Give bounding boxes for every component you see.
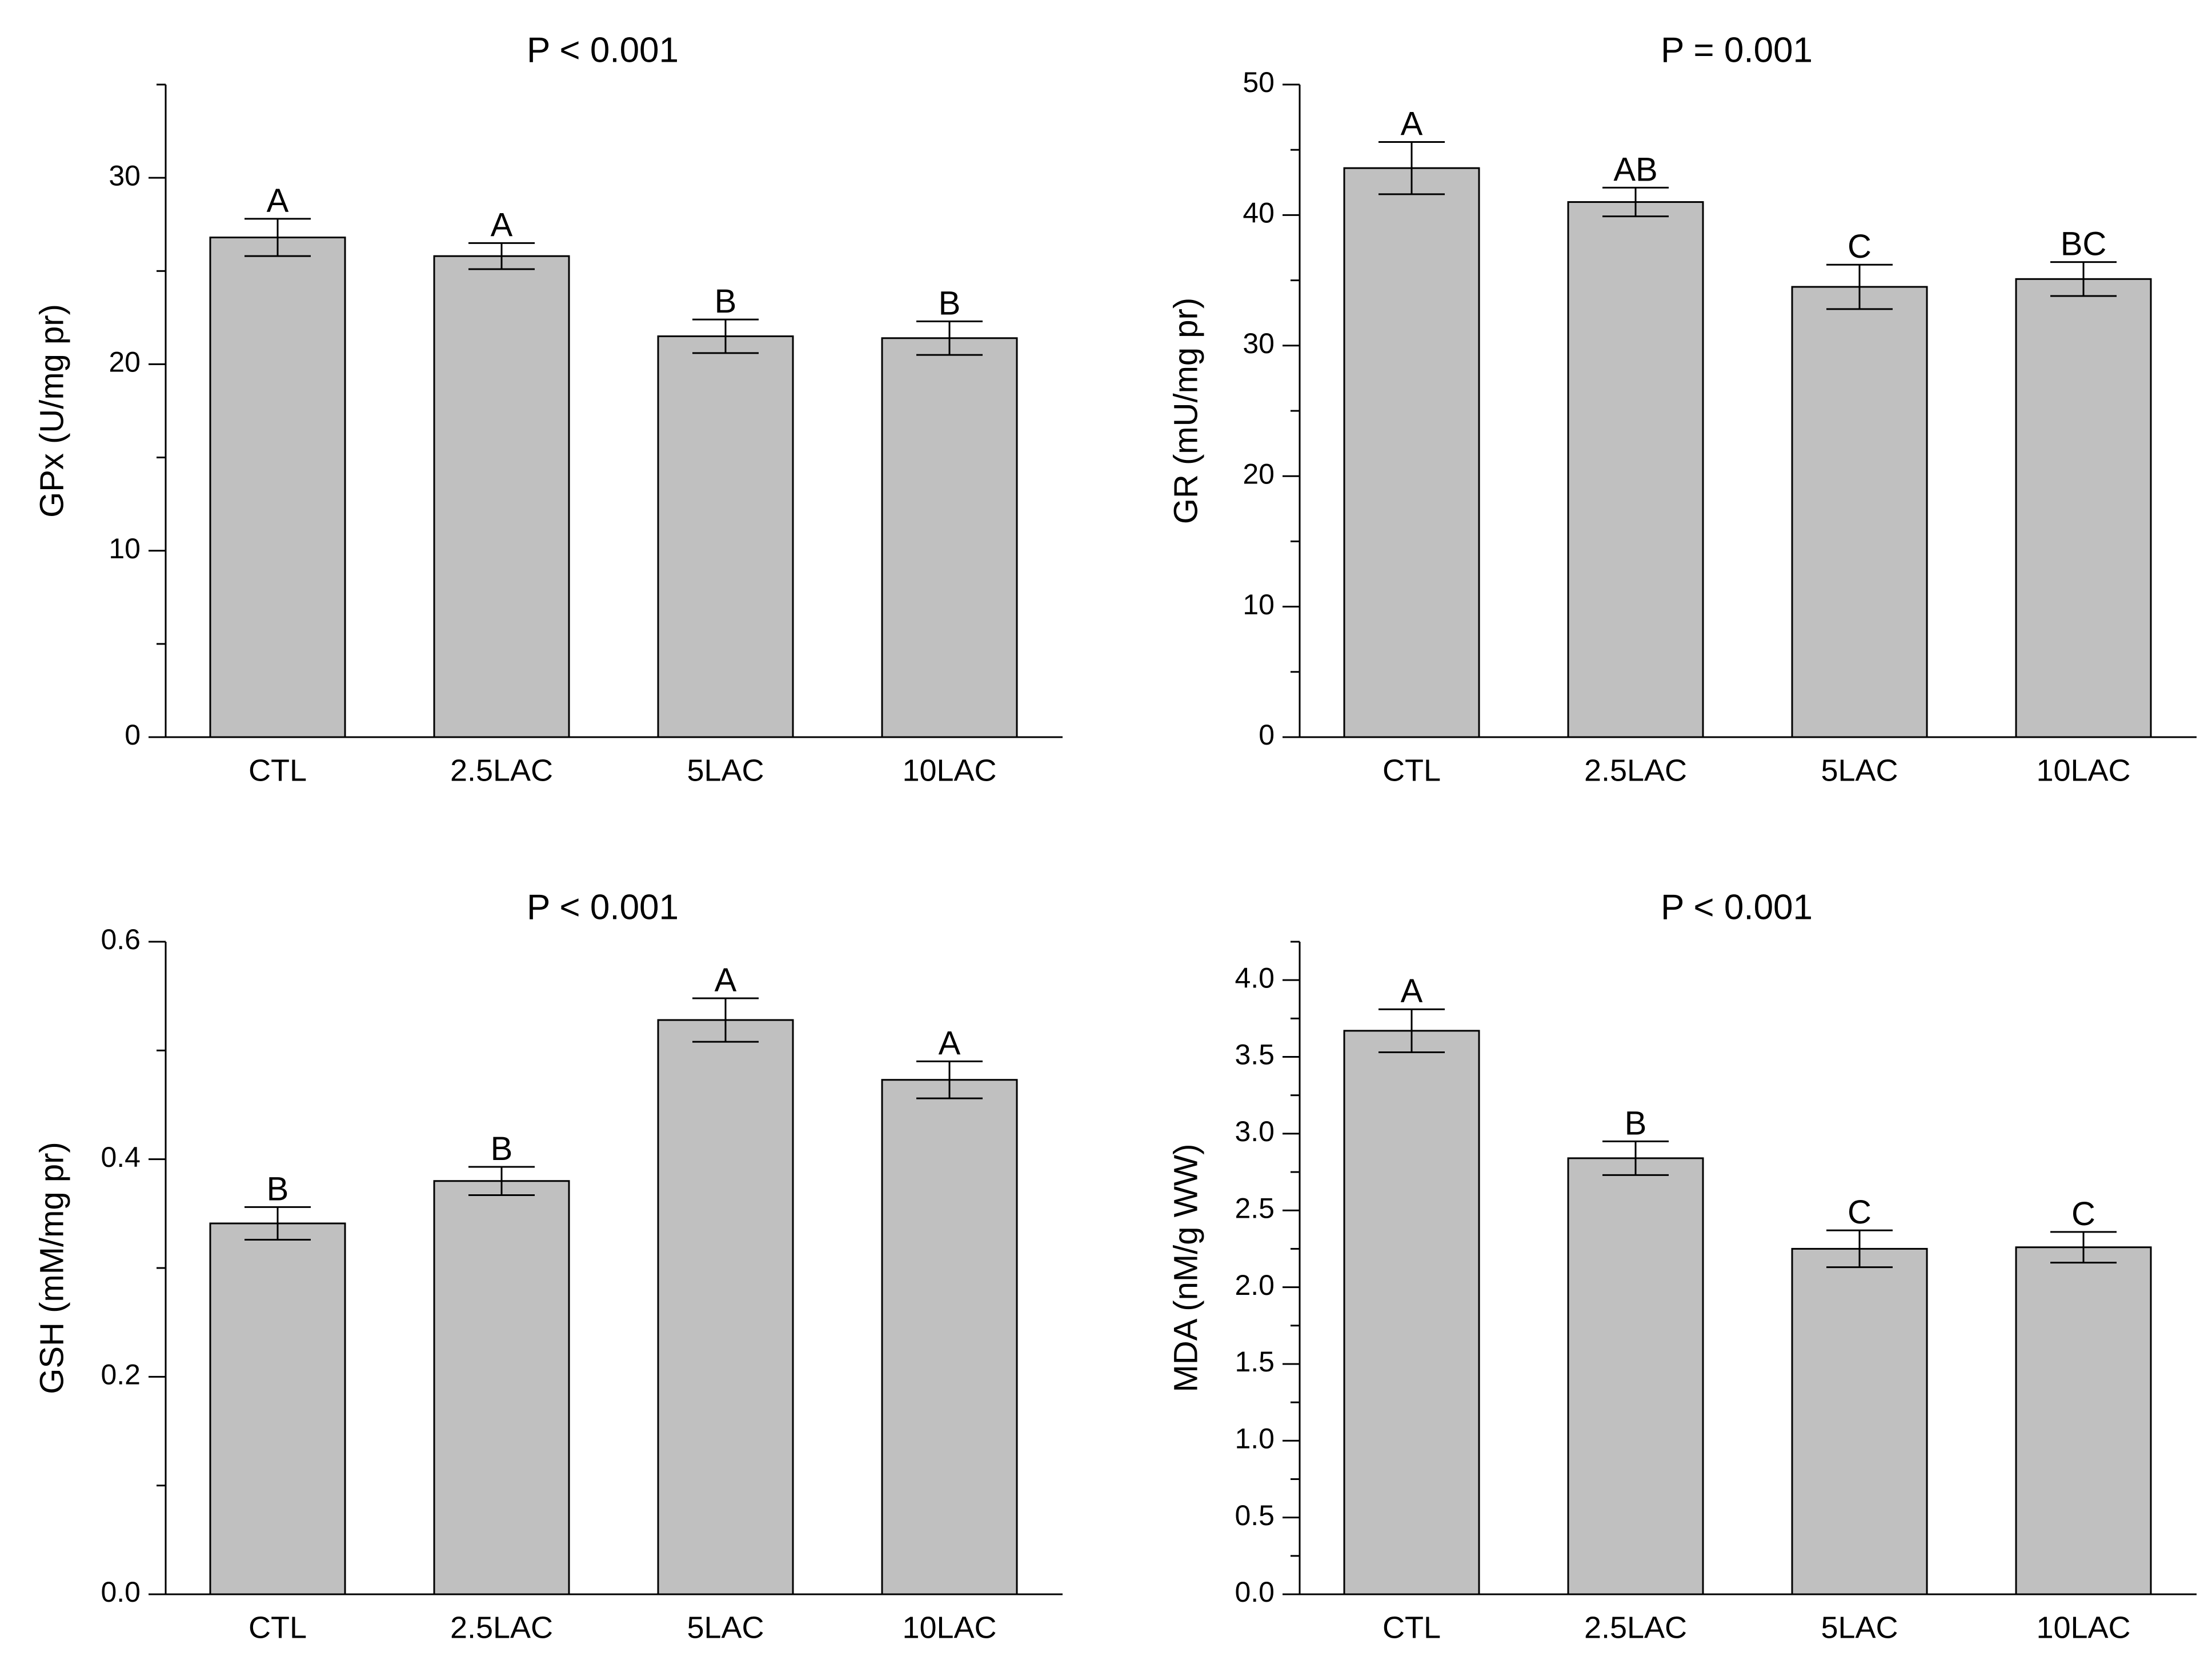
chart-title: P = 0.001 bbox=[1661, 30, 1813, 70]
x-tick-label: CTL bbox=[1382, 753, 1441, 787]
bar-5LAC bbox=[1791, 1247, 1928, 1595]
bar-10LAC bbox=[881, 1079, 1018, 1595]
bar-CTL bbox=[209, 237, 346, 738]
y-tick-label: 30 bbox=[109, 159, 141, 191]
y-tick-label: 0.4 bbox=[101, 1141, 141, 1173]
y-tick-label: 40 bbox=[1243, 197, 1275, 229]
y-tick-label: 30 bbox=[1243, 327, 1275, 359]
x-tick-label: CTL bbox=[1382, 1610, 1441, 1645]
bar-CTL bbox=[209, 1222, 346, 1595]
y-tick-label: 20 bbox=[1243, 458, 1275, 490]
y-tick-label: 0.2 bbox=[101, 1359, 141, 1391]
x-tick-label: 5LAC bbox=[687, 1610, 764, 1645]
bar-5LAC bbox=[657, 335, 794, 738]
chart-panel-3: P < 0.001 0.0 0.2 0.4 0.6 GSH (mM/mg pr) B CTL B… bbox=[33, 887, 1063, 1645]
significance-label: A bbox=[715, 962, 737, 999]
x-tick-label: 5LAC bbox=[1821, 1610, 1898, 1645]
bar-10LAC bbox=[2015, 1246, 2152, 1595]
significance-label: C bbox=[2071, 1195, 2095, 1233]
y-tick-label: 1.5 bbox=[1235, 1346, 1275, 1378]
y-tick-label: 10 bbox=[109, 533, 141, 565]
chart-title: P < 0.001 bbox=[1661, 887, 1813, 927]
significance-label: B bbox=[715, 283, 737, 320]
x-tick-label: 2.5LAC bbox=[450, 1610, 553, 1645]
y-tick-label: 50 bbox=[1243, 66, 1275, 98]
bar-CTL bbox=[1343, 1030, 1480, 1595]
chart-panel-1: P < 0.001 0 10 20 30 GPx (U/mg pr) A CTL A 2.5LAC… bbox=[33, 30, 1063, 787]
y-tick-label: 10 bbox=[1243, 589, 1275, 621]
x-tick-label: 10LAC bbox=[902, 753, 996, 787]
y-tick-label: 0 bbox=[1259, 719, 1275, 751]
significance-label: B bbox=[939, 285, 961, 322]
y-tick-label: 20 bbox=[109, 346, 141, 378]
significance-label: C bbox=[1848, 228, 1872, 265]
significance-label: B bbox=[267, 1170, 289, 1207]
significance-label: A bbox=[939, 1025, 961, 1062]
bar-10LAC bbox=[881, 337, 1018, 738]
bar-2.5LAC bbox=[1567, 1157, 1704, 1595]
significance-label: A bbox=[1401, 105, 1423, 142]
chart-panel-2: P = 0.001 0 10 20 30 40 50 GR (mU/mg pr) A CTL AB 2… bbox=[1167, 30, 2197, 787]
y-axis-title: GR (mU/mg pr) bbox=[1167, 298, 1204, 524]
significance-label: BC bbox=[2061, 226, 2107, 263]
significance-label: A bbox=[1401, 973, 1423, 1010]
y-tick-label: 2.5 bbox=[1235, 1192, 1275, 1224]
x-tick-label: 2.5LAC bbox=[1584, 753, 1687, 787]
y-axis-title: GPx (U/mg pr) bbox=[33, 304, 70, 518]
bar-CTL bbox=[1343, 167, 1480, 738]
y-tick-label: 0.5 bbox=[1235, 1499, 1275, 1531]
bar-10LAC bbox=[2015, 278, 2152, 738]
bar-2.5LAC bbox=[433, 1180, 570, 1595]
bar-5LAC bbox=[657, 1019, 794, 1595]
chart-panel-4: P < 0.001 0.0 0.5 1.0 1.5 2.0 2.5 3.0 3.5 4.0 MDA … bbox=[1167, 887, 2197, 1645]
significance-label: C bbox=[1848, 1194, 1872, 1231]
x-tick-label: 2.5LAC bbox=[450, 753, 553, 787]
x-tick-label: 10LAC bbox=[2036, 1610, 2130, 1645]
y-axis-title: GSH (mM/mg pr) bbox=[33, 1142, 70, 1394]
x-tick-label: CTL bbox=[249, 753, 307, 787]
y-tick-label: 3.5 bbox=[1235, 1039, 1275, 1071]
significance-label: A bbox=[491, 206, 513, 243]
bar-2.5LAC bbox=[1567, 201, 1704, 738]
y-tick-label: 4.0 bbox=[1235, 962, 1275, 994]
y-tick-label: 3.0 bbox=[1235, 1115, 1275, 1147]
significance-label: B bbox=[491, 1130, 513, 1167]
chart-title: P < 0.001 bbox=[527, 30, 679, 70]
x-tick-label: 10LAC bbox=[902, 1610, 996, 1645]
y-tick-label: 0 bbox=[125, 719, 141, 751]
significance-label: AB bbox=[1613, 151, 1657, 188]
y-tick-label: 1.0 bbox=[1235, 1422, 1275, 1454]
y-tick-label: 0.6 bbox=[101, 923, 141, 955]
chart-title: P < 0.001 bbox=[527, 887, 679, 927]
significance-label: B bbox=[1625, 1105, 1647, 1142]
y-tick-label: 0.0 bbox=[1235, 1576, 1275, 1608]
x-tick-label: 2.5LAC bbox=[1584, 1610, 1687, 1645]
x-tick-label: 5LAC bbox=[1821, 753, 1898, 787]
bar-2.5LAC bbox=[433, 255, 570, 738]
y-tick-label: 2.0 bbox=[1235, 1269, 1275, 1301]
y-axis-title: MDA (nM/g WW) bbox=[1167, 1144, 1204, 1393]
significance-label: A bbox=[267, 182, 289, 219]
x-tick-label: 10LAC bbox=[2036, 753, 2130, 787]
y-tick-label: 0.0 bbox=[101, 1576, 141, 1608]
bar-5LAC bbox=[1791, 286, 1928, 738]
x-tick-label: CTL bbox=[249, 1610, 307, 1645]
x-tick-label: 5LAC bbox=[687, 753, 764, 787]
